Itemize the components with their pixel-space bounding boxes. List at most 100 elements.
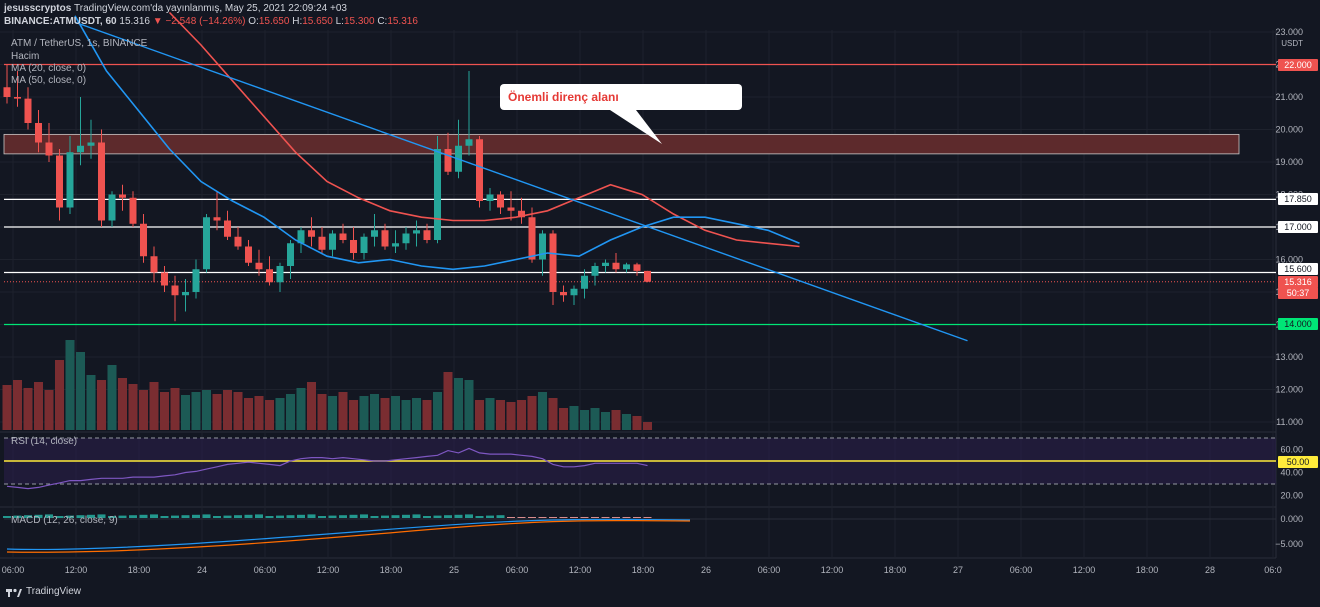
rsi-axis-tick: 60.00 [1280, 445, 1303, 455]
volume-bar [181, 395, 190, 430]
header-line-2: BINANCE:ATMUSDT, 60 15.316 ▼ −2.548 (−14… [4, 16, 418, 27]
macd-hist-bar [87, 514, 95, 518]
volume-bar [128, 384, 138, 430]
macd-hist-bar [339, 515, 347, 518]
time-axis-label: 06:00 [2, 565, 25, 575]
time-axis-label: 18:00 [128, 565, 151, 575]
macd-hist-bar [139, 514, 148, 518]
candle-body [287, 243, 294, 266]
volume-bar [212, 394, 222, 430]
annotation-pointer [610, 110, 662, 144]
volume-bar [643, 422, 652, 430]
volume-bar [338, 392, 348, 430]
macd-hist-bar [171, 515, 179, 518]
legend-pair[interactable]: ATM / TetherUS, 1s, BINANCE [11, 38, 148, 49]
annotation-callout[interactable]: Önemli direnç alanı [500, 84, 742, 110]
volume-bar [412, 398, 421, 430]
candle-body [444, 149, 452, 172]
legend-rsi[interactable]: RSI (14, close) [11, 436, 78, 447]
candle-body [612, 262, 620, 270]
volume-bar [527, 396, 537, 430]
volume-bar [44, 390, 54, 430]
legend-ma50[interactable]: MA (50, close, 0) [11, 75, 87, 86]
time-axis-label: 06:00 [1010, 565, 1033, 575]
candle-body [276, 266, 284, 283]
candle-body [581, 275, 588, 289]
tradingview-brand: TradingView [26, 586, 82, 597]
candle-body [633, 264, 641, 271]
macd-hist-bar [307, 514, 316, 518]
macd-hist-bar [265, 516, 274, 518]
macd-hist-bar [202, 514, 211, 518]
time-axis-label: 28 [1205, 565, 1215, 575]
header-l-label: L: [335, 16, 344, 27]
macd-hist-bar [601, 517, 610, 518]
macd-hist-bar [496, 515, 505, 518]
macd-hist-bar [297, 514, 305, 518]
volume-bar [328, 396, 337, 430]
candle-body [339, 233, 347, 240]
macd-hist-bar [45, 514, 53, 518]
price-axis-tick: 19.000 [1275, 157, 1303, 167]
macd-hist-bar [286, 515, 295, 518]
legend-macd[interactable]: MACD (12, 26, close, 9) [11, 515, 118, 526]
volume-bar [223, 390, 232, 430]
rsi-axis-tick: 20.00 [1280, 491, 1303, 501]
candle-body [3, 87, 11, 97]
volume-bar [580, 410, 589, 430]
candle-body [129, 197, 137, 224]
tradingview-footer[interactable]: TradingView [6, 586, 81, 597]
volume-bar [2, 385, 12, 430]
candle-body [87, 142, 95, 146]
header-o-val: 15.650 [258, 16, 290, 27]
header-o-label: O: [248, 16, 259, 27]
candle-body [192, 269, 200, 292]
legend-volume[interactable]: Hacim [11, 51, 40, 62]
volume-bar [422, 400, 432, 430]
time-axis-label: 12:00 [821, 565, 844, 575]
candle-body [171, 285, 179, 296]
macd-hist-bar [465, 514, 473, 518]
header-symbol: BINANCE:ATMUSDT, 60 [4, 16, 117, 27]
legend-ma20[interactable]: MA (20, close, 0) [11, 63, 87, 74]
macd-axis-tick: 0.000 [1280, 514, 1303, 524]
price-axis-tick: 16.000 [1275, 255, 1303, 265]
price-label-22: 22.000 [1278, 59, 1318, 71]
macd-hist-bar [591, 517, 599, 518]
time-axis-label: 18:00 [380, 565, 403, 575]
header-l-val: 15.300 [343, 16, 375, 27]
candle-body [476, 139, 483, 201]
macd-hist-bar [570, 517, 578, 518]
candles [3, 64, 651, 322]
volume-bar [443, 372, 453, 430]
header-c-val: 15.316 [387, 16, 418, 27]
price-label-15600: 15.600 [1278, 263, 1318, 275]
time-axis-label: 27 [953, 565, 963, 575]
time-axis-label: 06:00 [506, 565, 529, 575]
candle-body [182, 292, 189, 296]
volume-bar [317, 394, 327, 430]
volume-bar [590, 408, 600, 430]
candle-body [329, 233, 336, 250]
candle-body [14, 97, 21, 99]
candle-body [486, 194, 494, 201]
volume-bar [296, 388, 306, 430]
macd-hist-bar [391, 515, 400, 518]
price-label-rsi-50: 50.00 [1278, 456, 1318, 468]
macd-hist-bar [517, 517, 526, 518]
macd-hist-bar [528, 517, 536, 518]
candle-body [381, 230, 389, 247]
candle-body [560, 292, 567, 296]
volume-bar [401, 400, 411, 430]
candle-body [465, 139, 473, 146]
candle-body [213, 217, 221, 221]
volume-bar [160, 392, 169, 430]
volume-bar [244, 398, 253, 430]
time-axis-label: 12:00 [1073, 565, 1096, 575]
header-published: TradingView.com'da yayınlanmış, May 25, … [74, 3, 347, 14]
macd-axis-tick: −5.000 [1275, 539, 1303, 549]
candle-body [119, 194, 126, 198]
macd-hist-bar [538, 517, 547, 518]
volume-bar [538, 392, 547, 430]
